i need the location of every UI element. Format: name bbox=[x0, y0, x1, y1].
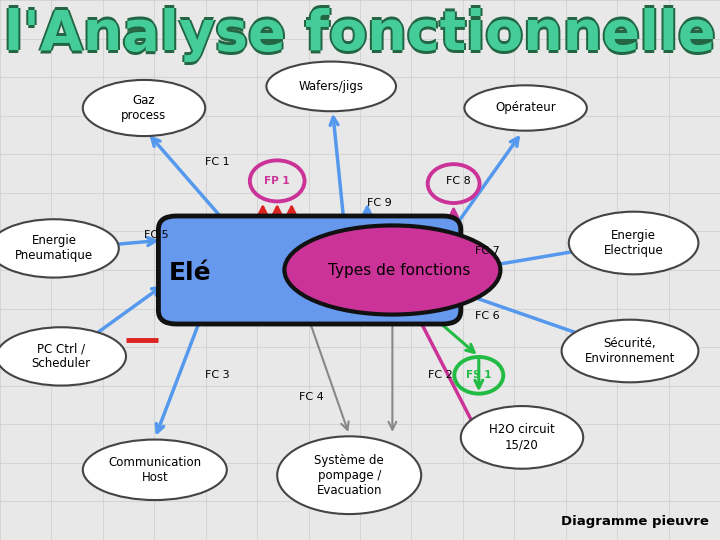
Text: Types de fonctions: Types de fonctions bbox=[328, 262, 471, 278]
Text: FC 6: FC 6 bbox=[475, 311, 500, 321]
Text: FC 4: FC 4 bbox=[299, 392, 323, 402]
Text: Sécurité,
Environnement: Sécurité, Environnement bbox=[585, 337, 675, 365]
Text: FS 1: FS 1 bbox=[466, 370, 492, 380]
Text: Energie
Electrique: Energie Electrique bbox=[604, 229, 663, 257]
Text: Opérateur: Opérateur bbox=[495, 102, 556, 114]
Text: Communication
Host: Communication Host bbox=[108, 456, 202, 484]
Text: FC 1: FC 1 bbox=[205, 157, 230, 167]
Text: FC 3: FC 3 bbox=[205, 370, 230, 380]
Text: FC 9: FC 9 bbox=[367, 198, 392, 207]
Text: FC 7: FC 7 bbox=[475, 246, 500, 256]
Text: l'Analyse fonctionnelle: l'Analyse fonctionnelle bbox=[2, 8, 714, 62]
Ellipse shape bbox=[461, 406, 583, 469]
Text: PC Ctrl /
Scheduler: PC Ctrl / Scheduler bbox=[32, 342, 91, 370]
Ellipse shape bbox=[83, 80, 205, 136]
Text: Energie
Pneumatique: Energie Pneumatique bbox=[15, 234, 93, 262]
Ellipse shape bbox=[464, 85, 587, 131]
Text: l'Analyse fonctionnelle: l'Analyse fonctionnelle bbox=[4, 5, 716, 59]
Text: H2O circuit
15/20: H2O circuit 15/20 bbox=[489, 423, 555, 451]
Text: l'Analyse fonctionnelle: l'Analyse fonctionnelle bbox=[6, 8, 718, 62]
Ellipse shape bbox=[266, 62, 396, 111]
Text: FC 8: FC 8 bbox=[446, 176, 471, 186]
Text: Gaz
process: Gaz process bbox=[122, 94, 166, 122]
Ellipse shape bbox=[0, 219, 119, 278]
Text: Elé: Elé bbox=[169, 261, 212, 285]
Ellipse shape bbox=[569, 212, 698, 274]
Text: FC 2: FC 2 bbox=[428, 370, 453, 380]
Text: l'Analyse fonctionnelle: l'Analyse fonctionnelle bbox=[4, 11, 716, 65]
Text: l'Analyse fonctionnelle: l'Analyse fonctionnelle bbox=[4, 8, 716, 62]
Ellipse shape bbox=[0, 327, 126, 386]
Ellipse shape bbox=[277, 436, 421, 514]
Text: FC 5: FC 5 bbox=[144, 230, 168, 240]
Text: FP 1: FP 1 bbox=[264, 176, 290, 186]
Ellipse shape bbox=[83, 440, 227, 500]
Ellipse shape bbox=[284, 226, 500, 314]
Text: Système de
pompage /
Evacuation: Système de pompage / Evacuation bbox=[315, 454, 384, 497]
Text: Wafers/jigs: Wafers/jigs bbox=[299, 80, 364, 93]
Ellipse shape bbox=[562, 320, 698, 382]
Text: Diagramme pieuvre: Diagramme pieuvre bbox=[562, 515, 709, 528]
FancyBboxPatch shape bbox=[158, 216, 461, 324]
